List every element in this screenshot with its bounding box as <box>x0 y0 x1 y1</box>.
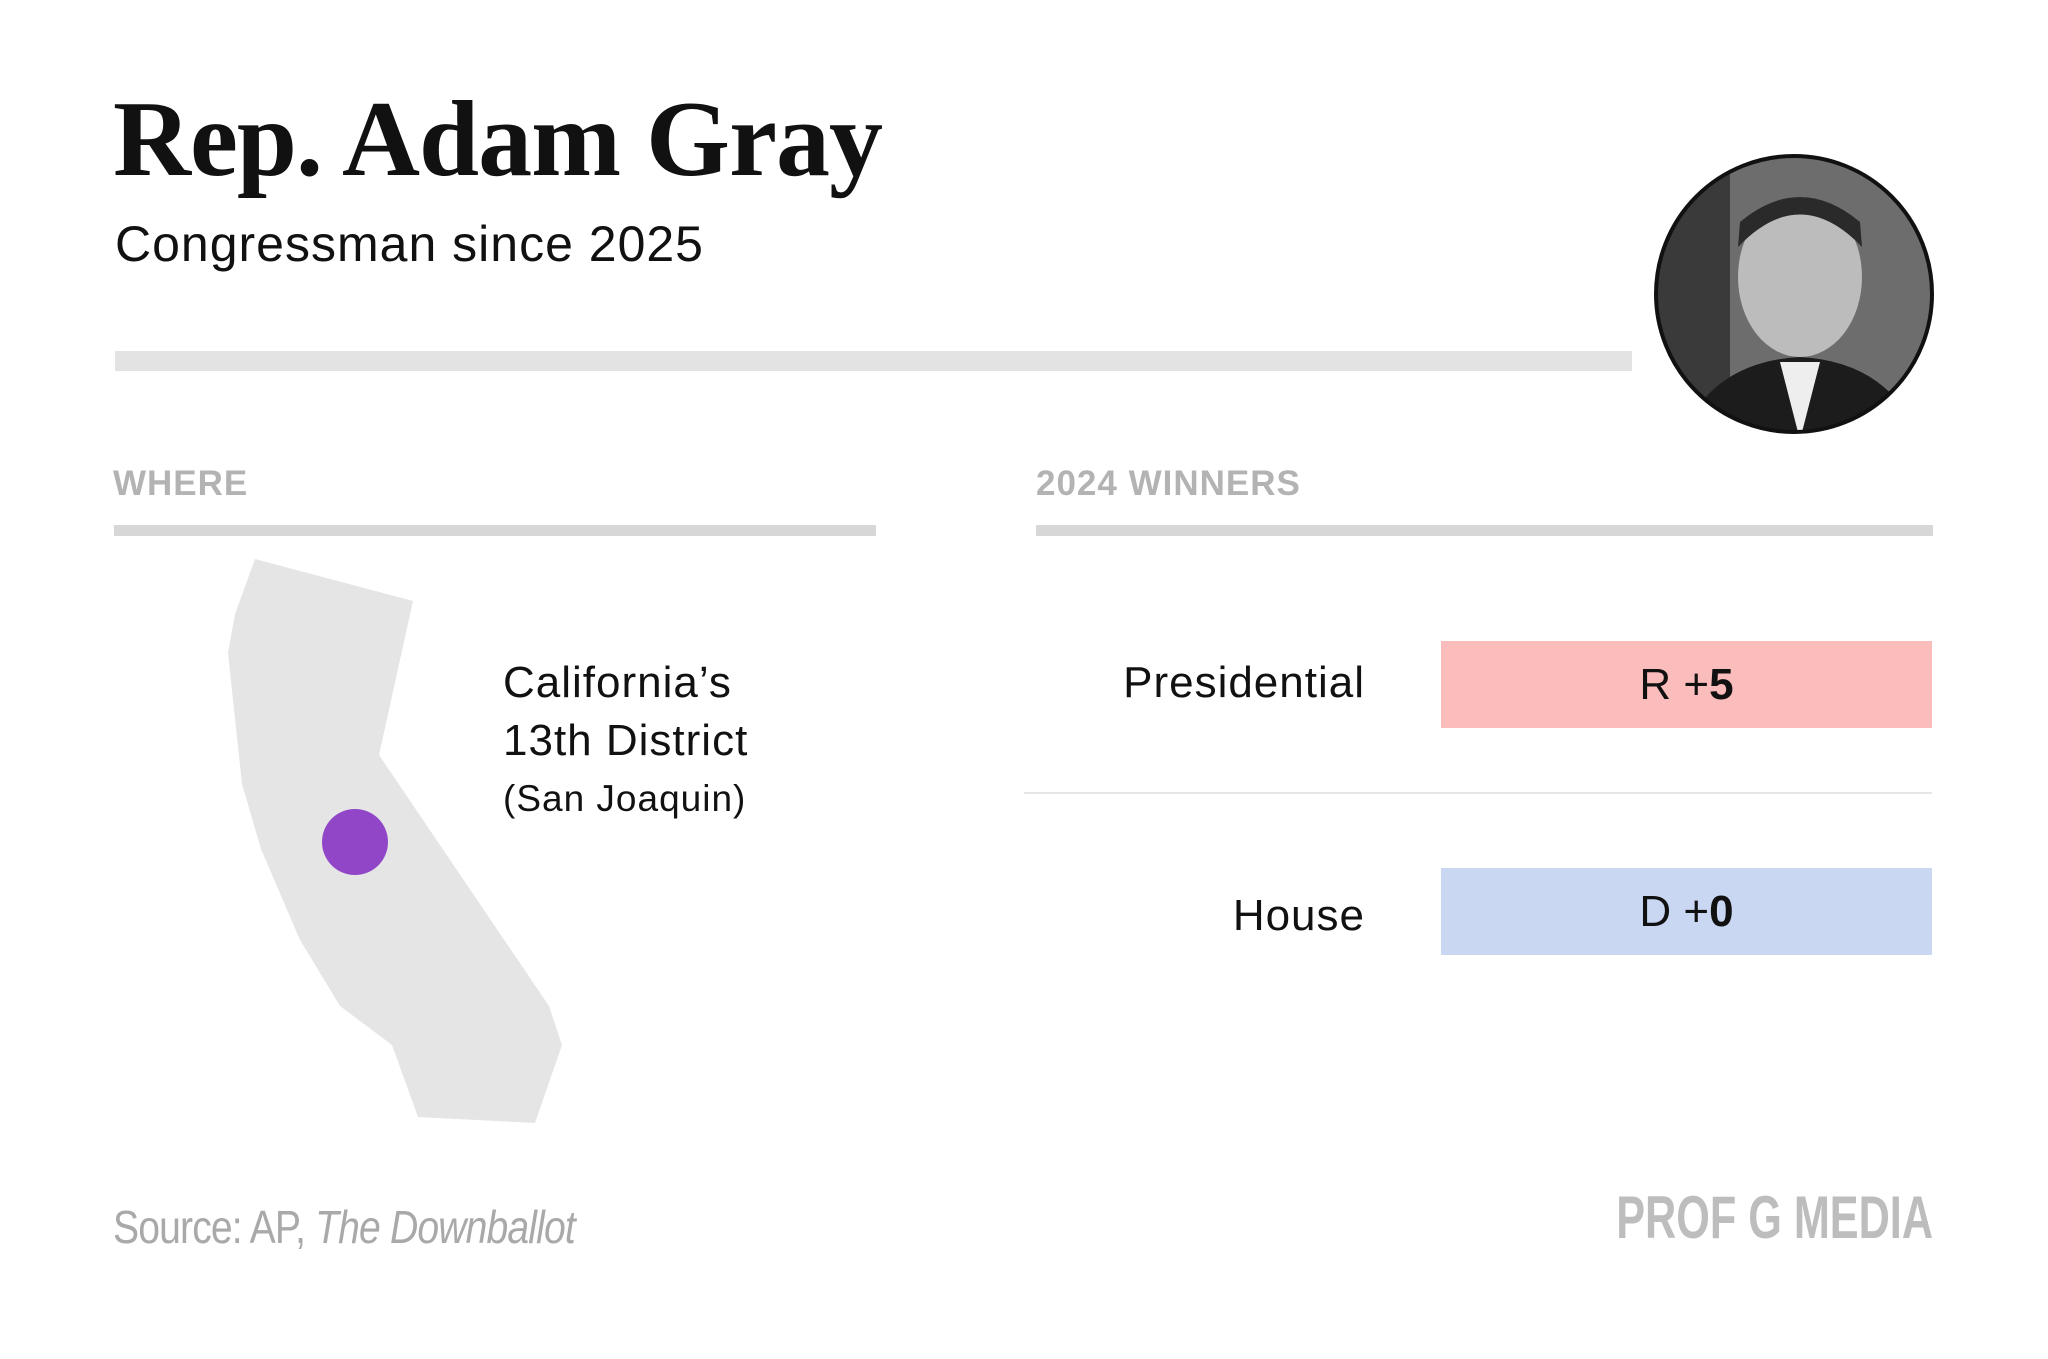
divider <box>115 351 1632 371</box>
title: Rep. Adam Gray <box>113 80 883 199</box>
portrait <box>1654 154 1934 434</box>
row-label: Presidential <box>1123 658 1365 707</box>
margin-box: R +5 <box>1441 641 1932 728</box>
margin-box: D +0 <box>1441 868 1932 955</box>
district-marker <box>322 809 388 875</box>
section-rule <box>114 525 876 536</box>
margin: 5 <box>1709 659 1734 709</box>
row-separator <box>1024 792 1932 794</box>
state-map <box>228 559 562 1123</box>
source-text: Source: AP, <box>113 1201 316 1253</box>
subtitle: Congressman since 2025 <box>115 216 704 272</box>
state-shape <box>228 559 562 1123</box>
margin: 0 <box>1709 886 1734 936</box>
section-label: 2024 WINNERS <box>1036 464 1301 503</box>
district-region: (San Joaquin) <box>503 778 747 819</box>
section-rule <box>1036 525 1933 536</box>
source-italic: The Downballot <box>315 1201 576 1253</box>
district-name: 13th District <box>503 716 749 765</box>
district-name: California’s <box>503 658 732 707</box>
party: D + <box>1639 886 1710 936</box>
row-label: House <box>1232 891 1365 940</box>
source: Source: AP, The Downballot <box>113 1200 576 1254</box>
logo: PROF G MEDIA <box>1616 1184 1933 1251</box>
section-label: WHERE <box>113 464 249 503</box>
party: R + <box>1639 659 1710 709</box>
